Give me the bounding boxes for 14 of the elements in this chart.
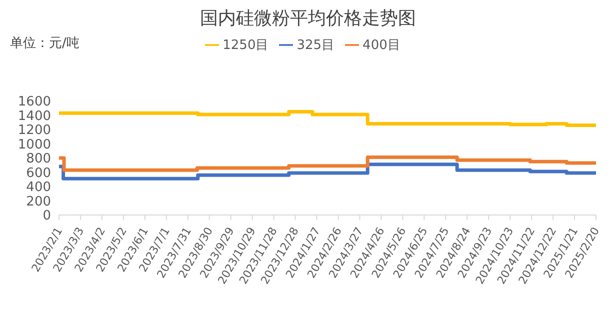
y-tick-label: 1200 bbox=[18, 123, 51, 138]
y-tick-label: 200 bbox=[26, 194, 51, 210]
legend-label: 325目 bbox=[296, 38, 335, 53]
y-tick-label: 1600 bbox=[18, 94, 51, 110]
y-axis-title: 单位：元/吨 bbox=[10, 35, 80, 52]
y-tick-label: 0 bbox=[42, 208, 51, 224]
y-tick-label: 600 bbox=[26, 166, 51, 181]
y-tick-label: 1000 bbox=[18, 137, 51, 152]
y-tick-label: 1400 bbox=[18, 108, 51, 124]
legend-label: 1250目 bbox=[222, 38, 269, 53]
legend-label: 400目 bbox=[362, 38, 400, 53]
y-tick-label: 400 bbox=[26, 180, 51, 196]
chart-title: 国内硅微粉平均价格走势图 bbox=[199, 8, 417, 30]
y-tick-label: 800 bbox=[26, 152, 51, 167]
